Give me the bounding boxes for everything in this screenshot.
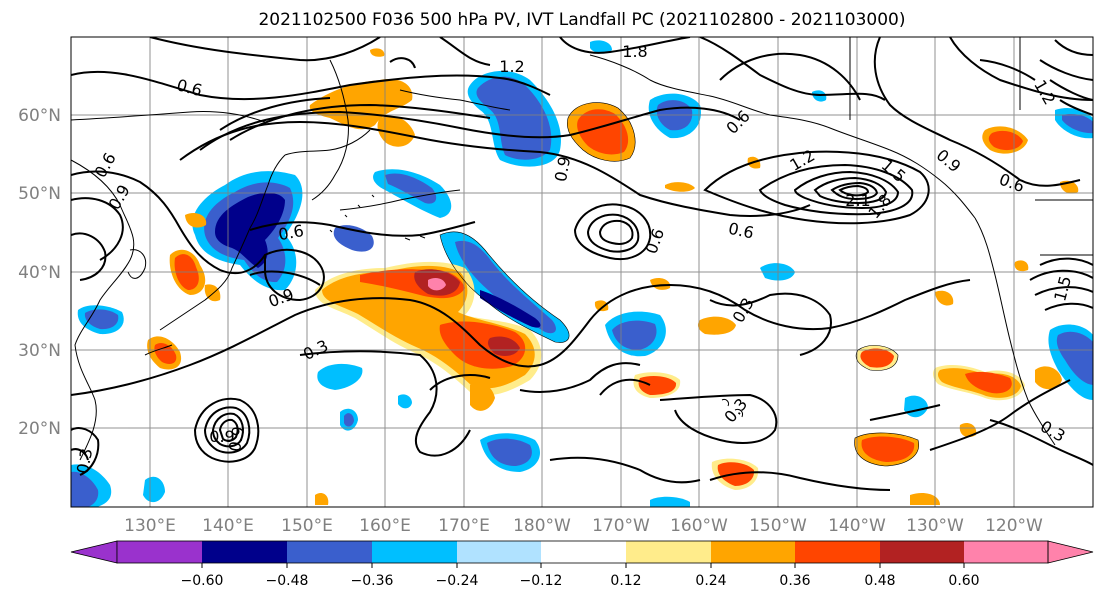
latitude-labels: 60°N 50°N 40°N 30°N 20°N [18,106,61,439]
longitude-labels: 130°E 140°E 150°E 160°E 170°E 180°W 170°… [124,516,1043,536]
colorbar-tick-label: 0.60 [948,573,979,589]
colorbar-tick-label: 0.36 [779,573,810,589]
contour-label: 0.9 [225,425,248,453]
colorbar-tick-label: −0.24 [436,573,479,589]
colorbar-tick-label: −0.48 [266,573,309,589]
lon-label: 150°E [281,516,333,536]
lat-label: 30°N [18,341,61,361]
colorbar-tick-label: −0.12 [520,573,563,589]
lon-label: 120°W [985,516,1043,536]
contour-label: 0.3 [73,447,96,475]
colorbar-extend-high [1047,540,1094,564]
colorbar-swatch [541,541,626,563]
colorbar-swatch [202,541,287,563]
lon-label: 130°E [124,516,176,536]
colorbar-swatch [964,541,1048,563]
colorbar-swatch [795,541,880,563]
lon-label: 170°E [438,516,490,536]
contour-label: 0.6 [727,219,756,243]
lat-label: 20°N [18,419,61,439]
contour-label: 0.9 [209,427,234,446]
lon-label: 160°E [359,516,411,536]
colorbar-tick-label: 0.48 [864,573,895,589]
negative-anomaly-fill [71,40,1093,507]
lon-label: 140°W [828,516,886,536]
colorbar-swatch [711,541,795,563]
colorbar-swatch [626,541,711,563]
figure-title: 2021102500 F036 500 hPa PV, IVT Landfall… [258,10,905,30]
lat-label: 60°N [18,106,61,126]
colorbar-swatch [372,541,457,563]
lon-label: 170°W [592,516,650,536]
pv-contours [71,37,1093,491]
lon-label: 150°W [749,516,807,536]
colorbar-swatch [880,541,964,563]
map-content: 0.6 1.2 1.8 0.6 0.9 0.6 0.9 0.6 1.2 1.5 … [71,37,1093,507]
colorbar-outline [116,540,1049,564]
lon-label: 130°W [906,516,964,536]
colorbar-swatch [287,541,372,563]
lon-label: 140°E [202,516,254,536]
contour-label: 2.1 [845,191,870,210]
lat-label: 40°N [18,263,61,283]
fill-outlines [439,102,919,467]
colorbar-extend-low [70,540,118,564]
coastlines [71,37,1093,461]
colorbar-tick-label: 0.24 [695,573,726,589]
colorbar-swatch [457,541,541,563]
contour-label: 1.2 [499,57,524,76]
lon-label: 180°W [513,516,571,536]
colorbar-swatch [117,541,202,563]
colorbar-tick-label: −0.60 [181,573,224,589]
lon-label: 160°W [670,516,728,536]
colorbar-tick-label: 0.12 [610,573,641,589]
colorbar: −0.60 −0.48 −0.36 −0.24 −0.12 0.12 0.24 … [70,540,1094,589]
contour-label: 0.9 [551,155,574,183]
contour-label: 1.8 [622,42,647,61]
colorbar-tick-label: −0.36 [351,573,394,589]
map-frame [70,36,1094,508]
contour-label: 0.6 [277,221,305,244]
lat-label: 50°N [18,184,61,204]
